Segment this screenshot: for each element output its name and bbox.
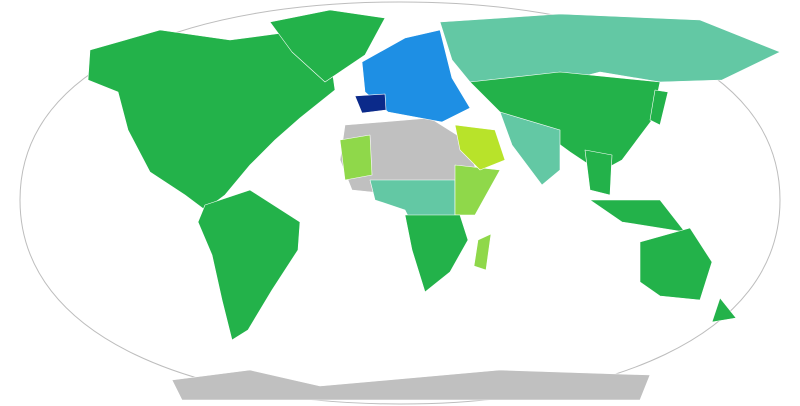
region-madagascar <box>473 233 492 271</box>
region-africa-west <box>339 134 373 181</box>
region-north-america <box>87 29 336 211</box>
region-south-america <box>197 189 301 341</box>
region-south-asia <box>499 111 561 186</box>
region-africa-south <box>404 214 469 293</box>
region-new-zealand <box>711 297 737 323</box>
region-greenland <box>269 9 386 83</box>
region-southeast-asia <box>584 149 613 196</box>
region-antarctica <box>171 369 651 401</box>
region-japan <box>649 89 669 126</box>
region-arabia <box>454 124 506 171</box>
region-africa-east <box>454 164 501 216</box>
region-spain <box>354 93 387 114</box>
region-australia <box>639 227 713 301</box>
